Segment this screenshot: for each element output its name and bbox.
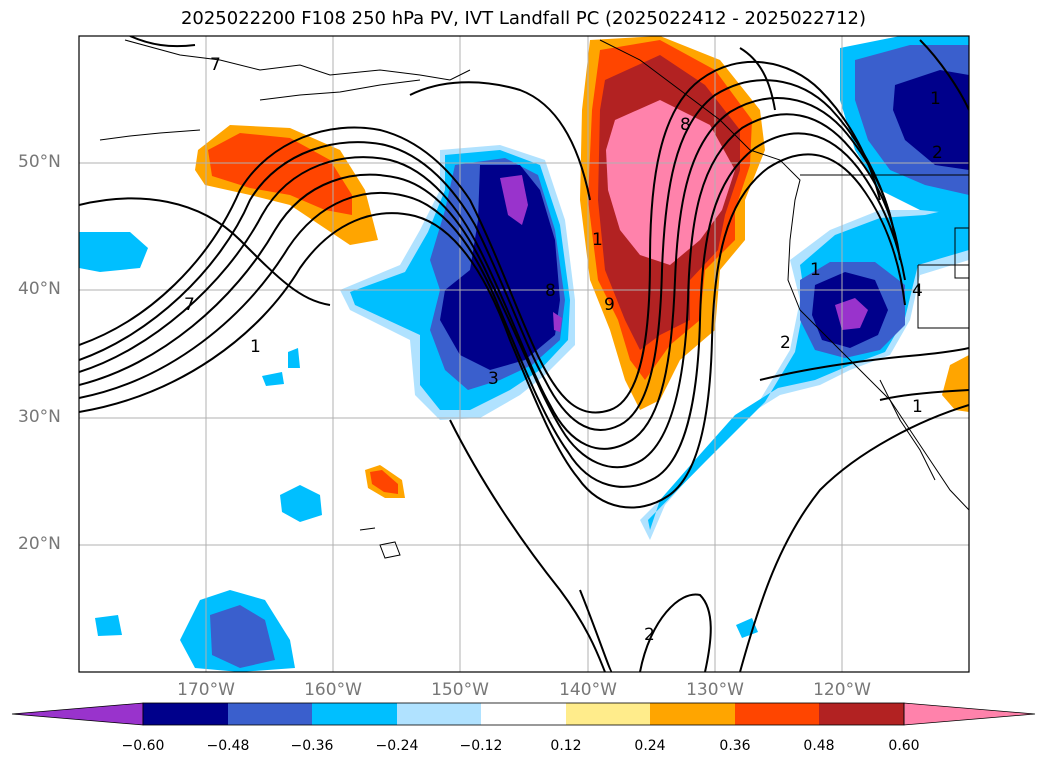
colorbar-tick-label: 0.12 [550,738,582,754]
contour-label: 7 [184,295,195,315]
colorbar-high-extension [903,702,1036,726]
colorbar-tick-label: −0.60 [121,738,165,754]
colorbar-swatch [566,703,650,725]
contour-label: 2 [780,333,791,353]
colorbar-tick-label: −0.12 [459,738,503,754]
map-title: 2025022200 F108 250 hPa PV, IVT Landfall… [180,8,867,29]
longitude-label: 120°W [813,680,871,700]
contour-label-group: 7 7 1 3 8 1 9 8 1 2 1 4 2 1 2 [184,55,943,645]
contour-label: 8 [545,281,556,301]
contour-label: 1 [592,230,603,250]
longitude-label: 140°W [559,680,617,700]
contour-label: 9 [604,295,615,315]
pv-contours [79,36,969,672]
colorbar-swatch [481,703,566,725]
colorbar-tick-label: 0.36 [719,738,751,754]
colorbar-swatch [397,703,481,725]
colorbar-tick-label: −0.24 [375,738,419,754]
contour-label: 4 [912,281,923,301]
latitude-label: 50°N [18,152,61,172]
longitude-label: 160°W [304,680,362,700]
colorbar-swatch [735,703,819,725]
contour-label: 1 [930,89,941,109]
graticule [79,36,969,672]
contour-label: 7 [210,55,221,75]
longitude-label: 130°W [686,680,744,700]
longitude-label: 150°W [431,680,489,700]
contour-label: 1 [912,397,923,417]
contour-label: 1 [250,337,261,357]
colorbar-swatch [819,703,904,725]
latitude-label: 30°N [18,407,61,427]
longitude-label: 170°W [177,680,235,700]
contour-label: 3 [488,369,499,389]
contour-label: 2 [644,625,655,645]
colorbar-tick-label: −0.48 [206,738,250,754]
colorbar-tick-label: 0.24 [634,738,666,754]
colorbar-low-extension [11,702,144,726]
colorbar-swatch [650,703,735,725]
colorbar-tick-label: 0.48 [803,738,835,754]
colorbar-swatch [143,703,228,725]
colorbar [11,702,1036,726]
contour-label: 8 [680,115,691,135]
latitude-label: 40°N [18,279,61,299]
colorbar-swatch [228,703,312,725]
contour-label: 2 [932,143,943,163]
colorbar-tick-label: 0.60 [888,738,920,754]
colorbar-tick-label: −0.36 [290,738,334,754]
contour-label: 1 [810,260,821,280]
plot-frame [78,35,970,673]
colorbar-swatch [312,703,397,725]
coastlines [99,39,969,559]
latitude-label: 20°N [18,534,61,554]
